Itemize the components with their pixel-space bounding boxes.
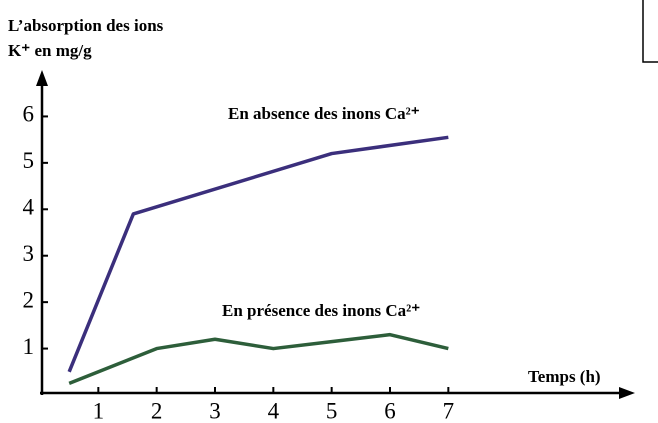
x-axis-label: Temps (h) [528, 367, 601, 386]
series-label: En absence des inons Ca²⁺ [228, 104, 420, 123]
y-tick-label: 6 [23, 102, 35, 127]
x-tick-label: 5 [326, 398, 338, 423]
y-tick-label: 2 [23, 287, 35, 312]
x-tick-label: 4 [268, 398, 280, 423]
x-tick-label: 7 [443, 398, 455, 423]
x-tick-label: 2 [151, 398, 163, 423]
series-line [67, 135, 449, 373]
y-tick-label: 5 [23, 148, 35, 173]
series-line [68, 332, 449, 386]
series-label: En présence des inons Ca²⁺ [222, 301, 420, 320]
y-axis-label: K⁺ en mg/g [8, 41, 92, 60]
x-tick-label: 1 [93, 398, 105, 423]
y-tick-label: 3 [23, 241, 35, 266]
frame-corner [642, 0, 658, 63]
x-axis-arrow [619, 387, 635, 399]
y-axis-arrow [36, 70, 48, 86]
x-tick-label: 6 [384, 398, 396, 423]
y-tick-label: 1 [23, 334, 35, 359]
x-tick-label: 3 [209, 398, 221, 423]
y-tick-label: 4 [23, 195, 35, 220]
y-axis-label: L’absorption des ions [8, 16, 164, 35]
